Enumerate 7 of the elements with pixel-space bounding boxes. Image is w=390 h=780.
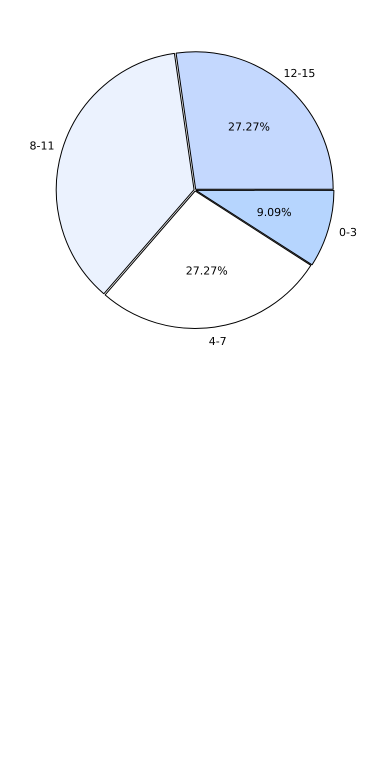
slice-label: 12-15	[283, 66, 316, 80]
slice-label: 4-7	[208, 334, 227, 348]
slice-label: 8-11	[29, 140, 54, 153]
data-label: 9.09%	[256, 206, 292, 220]
data-label: 27.27%	[186, 264, 228, 278]
data-label: 27.27%	[228, 120, 270, 134]
slice-label: 0-3	[339, 226, 358, 240]
